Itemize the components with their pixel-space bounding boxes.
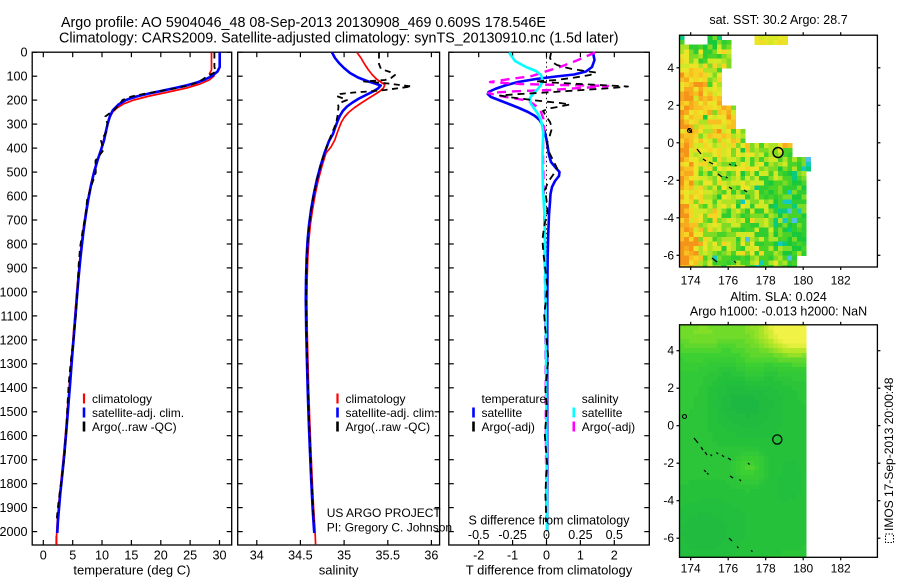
svg-text:35: 35 — [337, 548, 351, 562]
svg-text:178: 178 — [756, 273, 776, 287]
svg-text:178: 178 — [756, 561, 776, 575]
svg-text:182: 182 — [831, 561, 851, 575]
svg-text:400: 400 — [6, 142, 27, 156]
svg-text:180: 180 — [793, 561, 813, 575]
svg-text:1500: 1500 — [0, 405, 28, 419]
svg-text:900: 900 — [6, 261, 27, 275]
svg-text:180: 180 — [793, 273, 813, 287]
svg-text:1200: 1200 — [0, 333, 28, 347]
svg-text:200: 200 — [6, 94, 27, 108]
svg-text:Altim. SLA: 0.024: Altim. SLA: 0.024 — [730, 290, 827, 304]
svg-text:Argo(..raw -QC): Argo(..raw -QC) — [346, 420, 431, 434]
svg-text:climatology: climatology — [346, 392, 406, 406]
svg-text:176: 176 — [718, 273, 738, 287]
svg-text:700: 700 — [6, 213, 27, 227]
svg-text:25: 25 — [183, 548, 197, 562]
svg-text:satellite: satellite — [482, 406, 523, 420]
svg-text:10: 10 — [95, 548, 109, 562]
svg-text:20: 20 — [154, 548, 168, 562]
svg-text:100: 100 — [6, 70, 27, 84]
svg-text:2: 2 — [611, 548, 618, 562]
svg-text:satellite: satellite — [582, 406, 623, 420]
svg-text:Climatology: CARS2009. Satelli: Climatology: CARS2009. Satellite-adjuste… — [59, 31, 618, 47]
svg-text:-2: -2 — [473, 548, 484, 562]
svg-text:temperature (deg C): temperature (deg C) — [73, 563, 190, 578]
svg-text:30: 30 — [212, 548, 226, 562]
svg-text:0: 0 — [667, 136, 674, 150]
svg-text:-0.25: -0.25 — [498, 528, 527, 542]
svg-text:salinity: salinity — [582, 392, 619, 406]
svg-text:1800: 1800 — [0, 477, 28, 491]
svg-text:34.5: 34.5 — [288, 548, 313, 562]
svg-text:0: 0 — [543, 528, 550, 542]
svg-text:0: 0 — [543, 548, 550, 562]
svg-text:1400: 1400 — [0, 381, 28, 395]
svg-text:1700: 1700 — [0, 453, 28, 467]
svg-text:-1: -1 — [507, 548, 518, 562]
svg-text:0: 0 — [20, 46, 27, 60]
svg-text:2: 2 — [667, 381, 674, 395]
svg-text:1100: 1100 — [0, 309, 27, 323]
svg-text:2: 2 — [667, 98, 674, 112]
svg-text:0.25: 0.25 — [568, 528, 592, 542]
svg-text:1900: 1900 — [0, 501, 28, 515]
svg-text:satellite-adj. clim.: satellite-adj. clim. — [346, 406, 438, 420]
svg-text:-2: -2 — [663, 456, 674, 470]
svg-text:35.5: 35.5 — [376, 548, 401, 562]
svg-text:PI: Gregory C. Johnson: PI: Gregory C. Johnson — [327, 521, 452, 535]
svg-text:T difference from climatology: T difference from climatology — [466, 563, 633, 578]
svg-text:-6: -6 — [663, 531, 674, 545]
svg-text:182: 182 — [831, 273, 851, 287]
svg-text:1600: 1600 — [0, 429, 28, 443]
svg-text:climatology: climatology — [92, 392, 152, 406]
svg-text:Argo(-adj): Argo(-adj) — [482, 420, 535, 434]
svg-text:500: 500 — [6, 166, 27, 180]
svg-text:174: 174 — [681, 273, 701, 287]
svg-text:600: 600 — [6, 189, 27, 203]
svg-text:4: 4 — [667, 344, 674, 358]
svg-text:4: 4 — [667, 61, 674, 75]
svg-text:sat. SST: 30.2 Argo: 28.7: sat. SST: 30.2 Argo: 28.7 — [709, 13, 847, 27]
svg-text:Argo(-adj): Argo(-adj) — [582, 420, 635, 434]
svg-text:-6: -6 — [663, 248, 674, 262]
svg-text:S difference from climatology: S difference from climatology — [469, 514, 631, 528]
svg-text:800: 800 — [6, 237, 27, 251]
svg-text:0: 0 — [667, 419, 674, 433]
svg-text:IMOS 17-Sep-2013 20:00:48: IMOS 17-Sep-2013 20:00:48 — [882, 377, 896, 531]
svg-text:-2: -2 — [663, 173, 674, 187]
svg-text:15: 15 — [124, 548, 138, 562]
svg-text:36: 36 — [424, 548, 438, 562]
svg-text:US ARGO PROJECT: US ARGO PROJECT — [327, 506, 442, 520]
svg-text:salinity: salinity — [319, 563, 359, 578]
svg-text:1000: 1000 — [0, 285, 28, 299]
svg-text:2000: 2000 — [0, 525, 28, 539]
svg-text:-4: -4 — [663, 211, 674, 225]
svg-text:Argo(..raw -QC): Argo(..raw -QC) — [92, 420, 177, 434]
svg-text:Argo h1000: -0.013 h2000: NaN: Argo h1000: -0.013 h2000: NaN — [690, 305, 867, 319]
svg-text:300: 300 — [6, 118, 27, 132]
svg-text:-0.5: -0.5 — [468, 528, 490, 542]
svg-text:-4: -4 — [663, 494, 674, 508]
svg-text:5: 5 — [69, 548, 76, 562]
svg-text:0.5: 0.5 — [606, 528, 623, 542]
svg-text:176: 176 — [718, 561, 738, 575]
svg-text:34: 34 — [250, 548, 264, 562]
svg-text:1: 1 — [577, 548, 584, 562]
svg-text:0: 0 — [40, 548, 47, 562]
svg-text:174: 174 — [681, 561, 701, 575]
svg-text:Argo profile: AO 5904046_48 08: Argo profile: AO 5904046_48 08-Sep-2013 … — [61, 15, 546, 31]
svg-text:1300: 1300 — [0, 357, 28, 371]
svg-text:satellite-adj. clim.: satellite-adj. clim. — [92, 406, 184, 420]
svg-text:temperature: temperature — [482, 392, 547, 406]
